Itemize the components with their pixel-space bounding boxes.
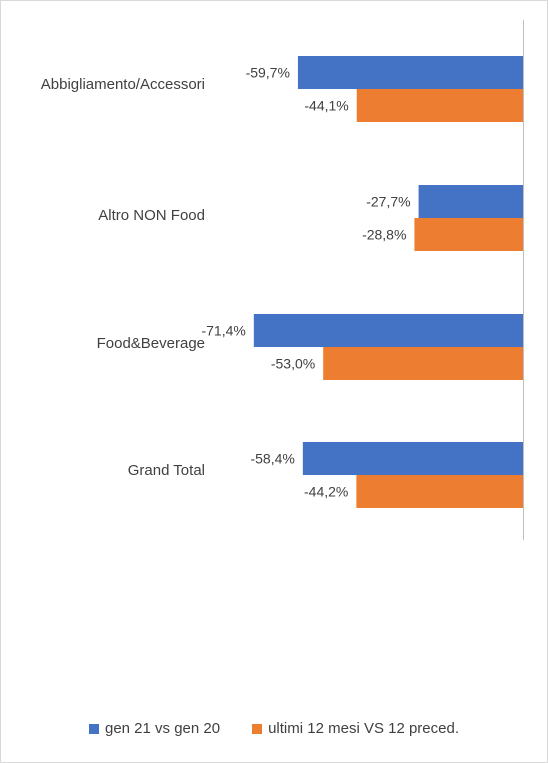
category-label: Grand Total (128, 462, 205, 479)
bar-series-2 (323, 347, 523, 380)
data-label-series-2: -53,0% (271, 356, 315, 372)
legend-swatch-series-2 (252, 723, 263, 734)
bar-series-1 (297, 56, 523, 89)
labels-layer: Abbigliamento/Accessori -59,7% -44,1% Altro… (41, 65, 411, 500)
category-label: Food&Beverage (97, 335, 205, 352)
bar-series-1 (253, 314, 523, 347)
bar-series-1 (418, 185, 523, 218)
bar-series-2 (414, 218, 523, 251)
data-label-series-1: -59,7% (246, 65, 290, 81)
bar-series-1 (302, 442, 523, 475)
category-label: Altro NON Food (98, 207, 205, 224)
legend: gen 21 vs gen 20 ultimi 12 mesi VS 12 pr… (0, 720, 548, 737)
bar-series-2 (356, 475, 523, 508)
data-label-series-1: -71,4% (201, 323, 245, 339)
legend-label-series-2: ultimi 12 mesi VS 12 preced. (268, 720, 459, 737)
category-label: Abbigliamento/Accessori (41, 76, 205, 93)
legend-item-series-1: gen 21 vs gen 20 (88, 720, 221, 737)
data-label-series-1: -58,4% (250, 451, 294, 467)
legend-label-series-1: gen 21 vs gen 20 (104, 720, 221, 737)
data-label-series-2: -28,8% (362, 227, 406, 243)
bar-series-2 (356, 89, 523, 122)
data-label-series-2: -44,1% (304, 98, 348, 114)
data-label-series-1: -27,7% (366, 194, 410, 210)
legend-swatch-series-1 (88, 723, 99, 734)
bars-layer (253, 56, 523, 508)
data-label-series-2: -44,2% (304, 484, 348, 500)
legend-item-series-2: ultimi 12 mesi VS 12 preced. (252, 720, 459, 737)
